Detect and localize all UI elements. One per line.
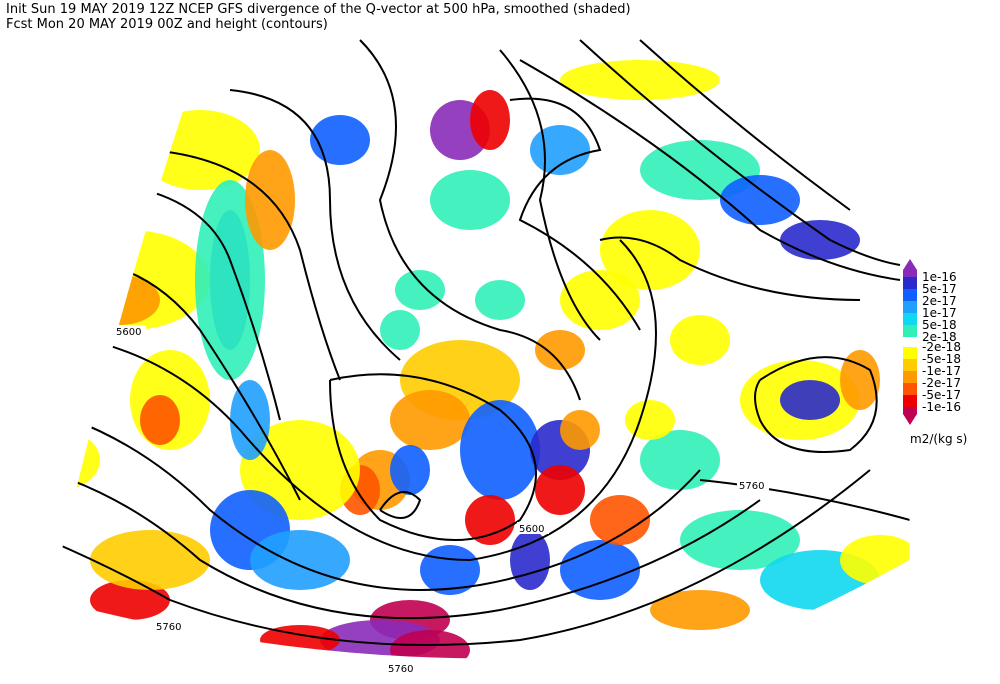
- legend-label: 5e-17: [922, 282, 957, 296]
- shade-blob: [470, 90, 510, 150]
- legend-box: [903, 313, 917, 325]
- domain-outline: [49, 32, 911, 660]
- shade-blob: [780, 380, 840, 420]
- contour-label: 5600: [116, 327, 141, 338]
- color-legend: 1e-165e-172e-171e-175e-182e-18-2e-18-5e-…: [903, 259, 961, 425]
- legend-box: [903, 277, 917, 289]
- legend-box: [903, 395, 917, 407]
- legend-label: 1e-16: [922, 270, 957, 284]
- shade-blob: [650, 590, 750, 630]
- shade-blob: [560, 60, 720, 100]
- legend-label: 5e-18: [922, 318, 957, 332]
- legend-label: -5e-17: [922, 388, 961, 402]
- shade-blob: [90, 530, 210, 590]
- shade-blob: [840, 535, 910, 585]
- shade-blob: [840, 350, 880, 410]
- shade-blob: [230, 380, 270, 460]
- shade-blob: [560, 410, 600, 450]
- legend-label: -5e-18: [922, 352, 961, 366]
- legend-box: [903, 371, 917, 383]
- shade-blob: [140, 110, 260, 190]
- shade-blob: [250, 530, 350, 590]
- shade-blob: [140, 395, 180, 445]
- legend-label: -2e-18: [922, 340, 961, 354]
- shade-blob: [510, 530, 550, 590]
- shade-blob: [395, 270, 445, 310]
- contour-label: 5760: [388, 664, 413, 675]
- shade-blob: [475, 280, 525, 320]
- shade-blob: [530, 125, 590, 175]
- legend-box: [903, 407, 917, 425]
- shade-blob: [640, 430, 720, 490]
- shade-blob: [625, 400, 675, 440]
- shade-blob: [535, 465, 585, 515]
- legend-box: [903, 289, 917, 301]
- header-line: Init Sun 19 MAY 2019 12Z NCEP GFS diverg…: [6, 2, 631, 17]
- legend-label: -1e-17: [922, 364, 961, 378]
- shade-blob: [780, 220, 860, 260]
- shade-blob: [590, 495, 650, 545]
- shade-blob: [390, 445, 430, 495]
- legend-box: [903, 383, 917, 395]
- shade-blob: [670, 315, 730, 365]
- legend-label: 2e-18: [922, 330, 957, 344]
- shade-blob: [65, 220, 115, 260]
- shade-blob: [50, 330, 100, 390]
- contour-labels: 5600 5600 5760 5760 5760: [114, 325, 769, 675]
- shade-blob: [430, 170, 510, 230]
- legend-box: [903, 359, 917, 371]
- legend-units: m2/(kg s): [910, 432, 967, 446]
- contour-label: 5760: [739, 481, 764, 492]
- shade-blob: [380, 310, 420, 350]
- legend-box: [903, 301, 917, 313]
- shade-blob: [390, 390, 470, 450]
- shade-blob: [310, 115, 370, 165]
- shade-blob: [535, 330, 585, 370]
- shade-blob: [460, 400, 540, 500]
- shade-blob: [720, 175, 800, 225]
- height-contours: [50, 39, 910, 659]
- shade-blob: [465, 495, 515, 545]
- legend-label: -2e-17: [922, 376, 961, 390]
- legend-box: [903, 259, 917, 277]
- legend-box: [903, 347, 917, 359]
- contour-label: 5600: [519, 524, 544, 535]
- header-line: Fcst Mon 20 MAY 2019 00Z and height (con…: [6, 17, 328, 32]
- legend-label: 2e-17: [922, 294, 957, 308]
- legend-label: -1e-16: [922, 400, 961, 414]
- legend-label: 1e-17: [922, 306, 957, 320]
- legend-box: [903, 325, 917, 337]
- shade-blob: [390, 630, 470, 659]
- shade-blob: [420, 545, 480, 595]
- contour-label: 5760: [156, 622, 181, 633]
- shade-blob: [600, 210, 700, 290]
- shade-blob: [680, 510, 800, 570]
